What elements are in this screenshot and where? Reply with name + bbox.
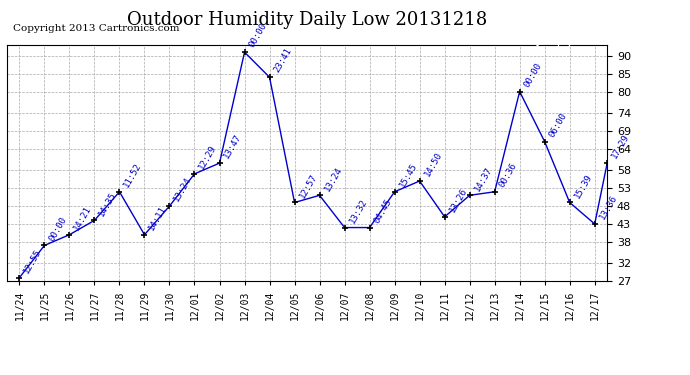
Text: 13:47: 13:47 <box>222 133 244 160</box>
Text: 13:26: 13:26 <box>447 186 469 214</box>
Text: 14:37: 14:37 <box>473 165 493 193</box>
Text: 00:00: 00:00 <box>47 215 68 243</box>
Text: 00:36: 00:36 <box>497 161 519 189</box>
Text: 00:00: 00:00 <box>247 22 268 50</box>
Text: 13:32: 13:32 <box>347 197 368 225</box>
Text: 12:29: 12:29 <box>197 143 219 171</box>
Text: Copyright 2013 Cartronics.com: Copyright 2013 Cartronics.com <box>13 24 179 33</box>
Text: 00:00: 00:00 <box>522 61 544 89</box>
Text: 14:35: 14:35 <box>97 190 119 217</box>
Text: 13:24: 13:24 <box>322 165 344 193</box>
Text: 23:41: 23:41 <box>273 46 293 75</box>
Text: 15:45: 15:45 <box>397 161 419 189</box>
Title: Outdoor Humidity Daily Low 20131218: Outdoor Humidity Daily Low 20131218 <box>127 11 487 29</box>
Text: 13:24: 13:24 <box>172 176 193 203</box>
Text: 14:50: 14:50 <box>422 150 444 178</box>
Text: 14:11: 14:11 <box>147 204 168 232</box>
Text: 13:36: 13:36 <box>598 194 619 221</box>
Text: 06:00: 06:00 <box>547 111 569 139</box>
Text: 17:29: 17:29 <box>610 133 631 160</box>
Text: 12:55: 12:55 <box>22 247 43 275</box>
Text: 15:39: 15:39 <box>573 172 593 200</box>
Text: 12:57: 12:57 <box>297 172 319 200</box>
Text: 11:52: 11:52 <box>122 161 144 189</box>
Text: 14:21: 14:21 <box>72 204 93 232</box>
Text: 04:45: 04:45 <box>373 197 393 225</box>
